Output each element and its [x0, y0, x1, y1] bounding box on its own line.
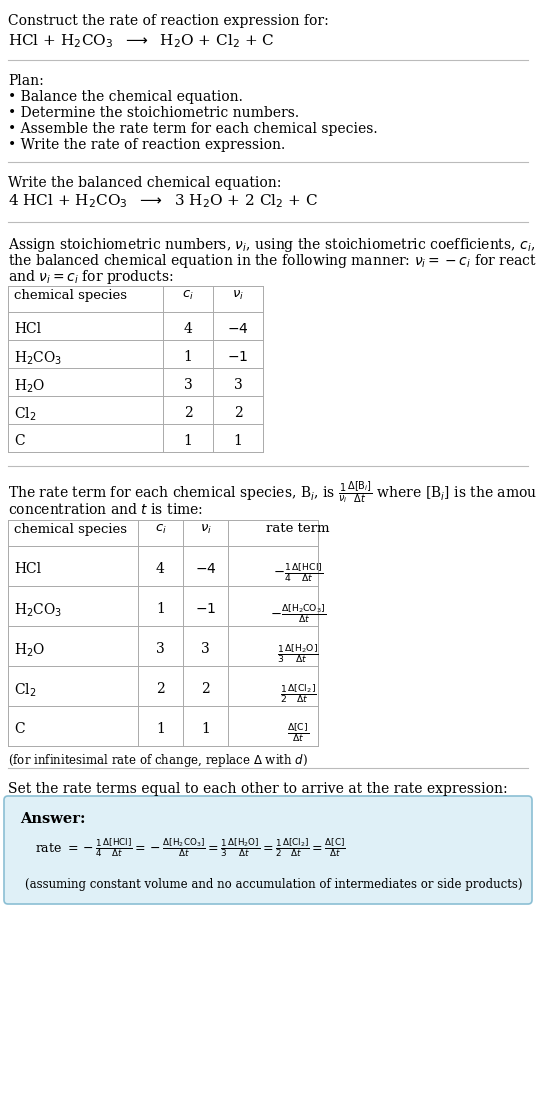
Text: 3: 3	[201, 642, 210, 656]
Text: HCl: HCl	[14, 322, 41, 336]
Text: $-\frac{1}{4}\frac{\Delta[\mathrm{HCl}]}{\Delta t}$: $-\frac{1}{4}\frac{\Delta[\mathrm{HCl}]}…	[273, 562, 323, 584]
Text: 1: 1	[234, 434, 242, 449]
Text: Construct the rate of reaction expression for:: Construct the rate of reaction expressio…	[8, 14, 329, 28]
Text: 3: 3	[234, 379, 242, 392]
Text: 3: 3	[156, 642, 165, 656]
Text: 2: 2	[156, 682, 165, 696]
Text: Plan:: Plan:	[8, 74, 44, 88]
Text: 1: 1	[156, 602, 165, 616]
Text: H$_2$CO$_3$: H$_2$CO$_3$	[14, 350, 62, 368]
Text: 2: 2	[201, 682, 210, 696]
Text: 1: 1	[183, 350, 192, 364]
Text: $-1$: $-1$	[227, 350, 249, 364]
Text: $\nu_i$: $\nu_i$	[232, 289, 244, 302]
Text: and $\nu_i = c_i$ for products:: and $\nu_i = c_i$ for products:	[8, 268, 174, 286]
Text: rate term: rate term	[266, 523, 330, 535]
Text: • Determine the stoichiometric numbers.: • Determine the stoichiometric numbers.	[8, 106, 299, 120]
Text: Cl$_2$: Cl$_2$	[14, 682, 36, 699]
Text: C: C	[14, 434, 25, 449]
Text: • Assemble the rate term for each chemical species.: • Assemble the rate term for each chemic…	[8, 123, 378, 136]
Text: Assign stoichiometric numbers, $\nu_i$, using the stoichiometric coefficients, $: Assign stoichiometric numbers, $\nu_i$, …	[8, 236, 536, 254]
Text: Write the balanced chemical equation:: Write the balanced chemical equation:	[8, 176, 281, 190]
Text: $c_i$: $c_i$	[182, 289, 194, 302]
Text: $-\frac{\Delta[\mathrm{H_2CO_3}]}{\Delta t}$: $-\frac{\Delta[\mathrm{H_2CO_3}]}{\Delta…	[270, 602, 326, 625]
Text: • Write the rate of reaction expression.: • Write the rate of reaction expression.	[8, 138, 285, 152]
Text: H$_2$CO$_3$: H$_2$CO$_3$	[14, 602, 62, 619]
Text: $-4$: $-4$	[227, 322, 249, 336]
Text: H$_2$O: H$_2$O	[14, 379, 46, 395]
Text: the balanced chemical equation in the following manner: $\nu_i = -c_i$ for react: the balanced chemical equation in the fo…	[8, 252, 536, 270]
Text: chemical species: chemical species	[14, 289, 127, 302]
Text: 4: 4	[183, 322, 192, 336]
Text: $\frac{1}{3}\frac{\Delta[\mathrm{H_2O}]}{\Delta t}$: $\frac{1}{3}\frac{\Delta[\mathrm{H_2O}]}…	[277, 642, 319, 665]
Text: 1: 1	[183, 434, 192, 449]
Text: 2: 2	[184, 406, 192, 420]
Text: HCl + H$_2$CO$_3$  $\longrightarrow$  H$_2$O + Cl$_2$ + C: HCl + H$_2$CO$_3$ $\longrightarrow$ H$_2…	[8, 32, 274, 49]
Text: Set the rate terms equal to each other to arrive at the rate expression:: Set the rate terms equal to each other t…	[8, 782, 508, 796]
Text: 2: 2	[234, 406, 242, 420]
Text: $\nu_i$: $\nu_i$	[199, 523, 212, 536]
Text: (assuming constant volume and no accumulation of intermediates or side products): (assuming constant volume and no accumul…	[25, 878, 523, 891]
FancyBboxPatch shape	[4, 796, 532, 904]
Text: H$_2$O: H$_2$O	[14, 642, 46, 660]
Text: (for infinitesimal rate of change, replace $\Delta$ with $d$): (for infinitesimal rate of change, repla…	[8, 752, 308, 769]
Text: $\frac{1}{2}\frac{\Delta[\mathrm{Cl_2}]}{\Delta t}$: $\frac{1}{2}\frac{\Delta[\mathrm{Cl_2}]}…	[280, 682, 316, 705]
Text: 3: 3	[184, 379, 192, 392]
Text: $-4$: $-4$	[195, 562, 217, 577]
Text: chemical species: chemical species	[14, 523, 127, 535]
Text: $c_i$: $c_i$	[154, 523, 166, 536]
Text: $-1$: $-1$	[195, 602, 216, 616]
Text: 4: 4	[156, 562, 165, 577]
Text: 4 HCl + H$_2$CO$_3$  $\longrightarrow$  3 H$_2$O + 2 Cl$_2$ + C: 4 HCl + H$_2$CO$_3$ $\longrightarrow$ 3 …	[8, 193, 318, 210]
Text: $\frac{\Delta[\mathrm{C}]}{\Delta t}$: $\frac{\Delta[\mathrm{C}]}{\Delta t}$	[287, 722, 309, 744]
Text: Answer:: Answer:	[20, 812, 86, 826]
Text: HCl: HCl	[14, 562, 41, 577]
Text: 1: 1	[156, 722, 165, 736]
Text: rate $= -\frac{1}{4}\frac{\Delta[\mathrm{HCl}]}{\Delta t} = -\frac{\Delta[\mathr: rate $= -\frac{1}{4}\frac{\Delta[\mathrm…	[35, 836, 346, 859]
Text: The rate term for each chemical species, B$_i$, is $\frac{1}{\nu_i}\frac{\Delta[: The rate term for each chemical species,…	[8, 480, 536, 507]
Text: 1: 1	[201, 722, 210, 736]
Text: C: C	[14, 722, 25, 736]
Text: concentration and $t$ is time:: concentration and $t$ is time:	[8, 502, 203, 517]
Text: • Balance the chemical equation.: • Balance the chemical equation.	[8, 90, 243, 104]
Text: Cl$_2$: Cl$_2$	[14, 406, 36, 423]
